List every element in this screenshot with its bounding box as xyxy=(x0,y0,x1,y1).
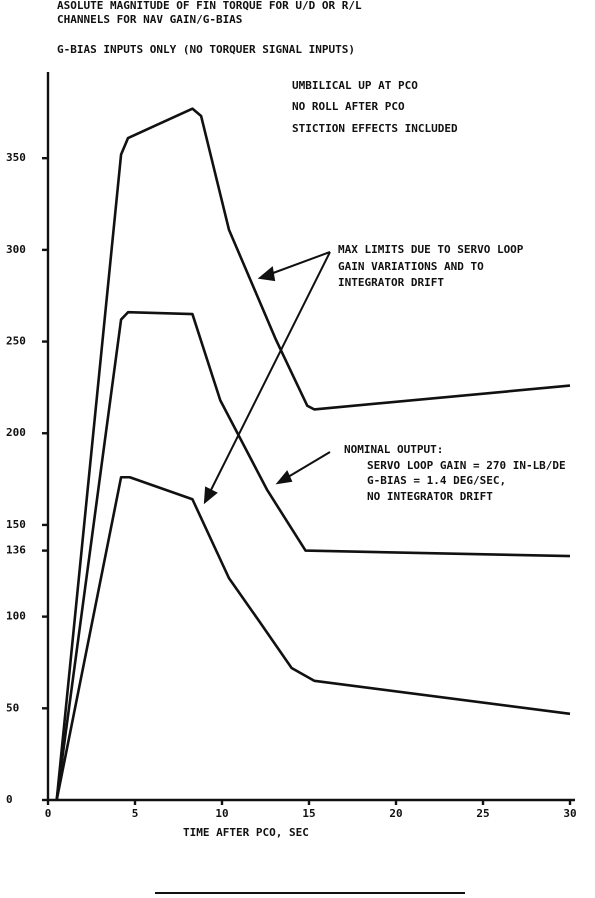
annotation: NOMINAL OUTPUT: xyxy=(344,443,443,456)
annotation: G-BIAS = 1.4 DEG/SEC, xyxy=(367,474,506,487)
annotation: SERVO LOOP GAIN = 270 IN-LB/DE xyxy=(367,459,566,472)
arrow xyxy=(207,251,331,497)
series-line xyxy=(55,310,571,801)
arrow-head xyxy=(203,486,218,505)
x-tick-label: 25 xyxy=(476,807,489,820)
annotation: UMBILICAL UP AT PCO xyxy=(292,79,418,92)
arrow xyxy=(264,251,331,277)
y-tick-label: 300 xyxy=(6,243,26,256)
arrow-head xyxy=(257,266,276,282)
x-tick-label: 15 xyxy=(302,807,315,820)
arrow-head xyxy=(275,470,293,485)
annotation: NO ROLL AFTER PCO xyxy=(292,100,405,113)
y-tick-label: 350 xyxy=(6,151,26,164)
y-tick-label: 0 xyxy=(6,793,13,806)
y-tick-label: 50 xyxy=(6,701,19,714)
arrow xyxy=(282,451,331,481)
chart-title: CHANNELS FOR NAV GAIN/G-BIAS xyxy=(57,13,242,26)
series-line xyxy=(55,107,571,801)
annotation: INTEGRATOR DRIFT xyxy=(338,276,444,289)
y-tick-label: 136 xyxy=(6,544,26,557)
arrows xyxy=(203,251,331,505)
x-axis-label: TIME AFTER PCO, SEC xyxy=(183,826,309,839)
series-line xyxy=(55,475,571,801)
chart-title: G-BIAS INPUTS ONLY (NO TORQUER SIGNAL IN… xyxy=(57,43,355,56)
y-tick-label: 150 xyxy=(6,518,26,531)
y-tick-label: 200 xyxy=(6,426,26,439)
x-tick-label: 10 xyxy=(215,807,228,820)
annotation: GAIN VARIATIONS AND TO xyxy=(338,260,484,273)
y-tick-label: 250 xyxy=(6,335,26,348)
annotation: NO INTEGRATOR DRIFT xyxy=(367,490,493,503)
y-tick-label: 100 xyxy=(6,610,26,623)
x-tick-label: 0 xyxy=(45,807,52,820)
annotation: MAX LIMITS DUE TO SERVO LOOP xyxy=(338,243,524,256)
annotation: STICTION EFFECTS INCLUDED xyxy=(292,122,458,135)
chart-title: ASOLUTE MAGNITUDE OF FIN TORQUE FOR U/D … xyxy=(57,0,362,12)
x-tick-label: 30 xyxy=(563,807,576,820)
x-tick-label: 20 xyxy=(389,807,402,820)
x-tick-label: 5 xyxy=(132,807,139,820)
